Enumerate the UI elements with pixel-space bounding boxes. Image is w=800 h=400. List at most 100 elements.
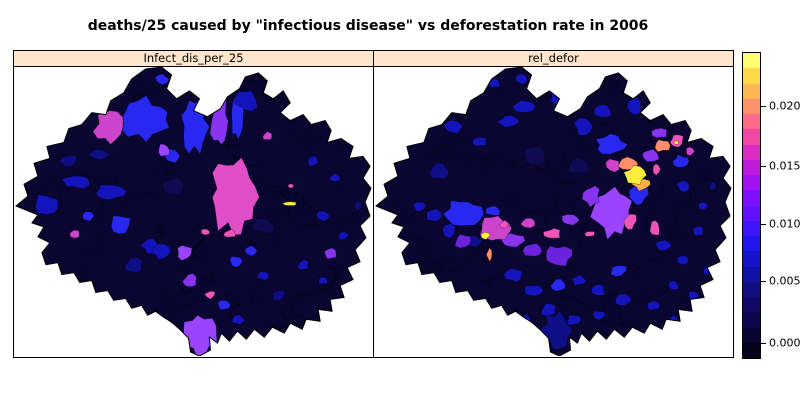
map-region — [480, 231, 491, 240]
municipality-border-line — [71, 168, 159, 203]
color-key-block — [743, 83, 760, 99]
map-region — [177, 245, 193, 261]
municipality-border-line — [202, 267, 215, 286]
color-key-block — [743, 311, 760, 328]
municipality-border-line — [306, 138, 324, 170]
municipality-border-line — [572, 132, 590, 152]
municipality-border-line — [599, 292, 615, 317]
map-region — [503, 268, 523, 283]
municipality-border-line — [396, 229, 422, 241]
map-region — [58, 155, 78, 167]
color-key-block — [743, 281, 760, 297]
map-region — [122, 95, 170, 143]
map-region — [152, 243, 172, 260]
map-region — [35, 194, 59, 215]
municipality-border-line — [100, 178, 131, 223]
municipality-border-line — [15, 67, 23, 79]
municipality-border-line — [402, 205, 442, 220]
color-key-block — [743, 159, 760, 175]
map-region — [584, 231, 595, 237]
map-region — [589, 186, 633, 241]
municipality-border-line — [554, 82, 585, 106]
municipality-border-line — [461, 155, 483, 166]
map-region — [442, 200, 485, 226]
municipality-border-line — [63, 90, 105, 106]
map-region — [677, 255, 689, 265]
color-key-tick — [761, 165, 766, 167]
map-region — [353, 201, 362, 212]
municipality-border-line — [141, 334, 173, 352]
map-region — [623, 165, 647, 185]
color-key-tick — [761, 281, 766, 283]
choropleth-map-infect-dis — [15, 67, 372, 356]
color-key-tick-label: 0.015 — [769, 159, 800, 173]
map-region — [543, 228, 561, 239]
color-key-tick — [761, 343, 766, 345]
map-region — [442, 223, 456, 239]
map-region — [666, 112, 684, 122]
map-region — [520, 217, 536, 229]
strip-label-rel-defor: rel_defor — [373, 50, 734, 67]
map-region — [269, 75, 282, 87]
map-region — [709, 181, 717, 190]
municipality-border-line — [400, 316, 417, 333]
municipality-border-line — [532, 190, 573, 220]
municipality-border-line — [618, 261, 645, 279]
map-region — [232, 314, 246, 325]
municipality-border-line — [304, 99, 337, 118]
color-key-tick-label: 0.010 — [769, 217, 800, 231]
map-region — [158, 143, 170, 157]
color-key-block — [743, 67, 760, 84]
map-region — [676, 180, 690, 193]
map-region — [595, 133, 628, 155]
map-region — [88, 149, 110, 161]
map-region — [428, 162, 449, 180]
map-region — [324, 247, 337, 260]
map-region — [668, 280, 679, 291]
color-key-block — [743, 174, 760, 191]
municipality-border-line — [425, 149, 440, 167]
municipality-border-line — [480, 152, 500, 177]
color-key-block — [743, 296, 760, 313]
map-region — [69, 229, 80, 239]
map-region — [92, 110, 124, 145]
map-region — [522, 243, 543, 257]
color-key-block — [743, 128, 760, 145]
color-key-block — [743, 98, 760, 114]
map-region — [610, 265, 627, 277]
municipality-border-line — [79, 231, 105, 259]
color-key-block — [743, 342, 760, 358]
strip-label-infect-dis: Infect_dis_per_25 — [13, 50, 374, 67]
map-region — [571, 274, 587, 287]
municipality-border-line — [428, 313, 445, 328]
map-region — [318, 276, 328, 285]
map-region — [60, 175, 90, 190]
municipality-border-line — [427, 89, 465, 116]
municipality-border-line — [436, 139, 465, 159]
municipality-border-line — [280, 303, 309, 334]
municipality-border-line — [246, 280, 254, 302]
color-key-block — [743, 205, 760, 221]
map-region — [203, 291, 216, 300]
map-region — [307, 155, 319, 167]
municipality-border-line — [262, 308, 299, 333]
map-region — [256, 271, 269, 281]
color-key-tick-label: 0.005 — [769, 274, 800, 288]
map-region — [234, 90, 258, 112]
municipality-border-line — [228, 340, 241, 356]
municipality-border-line — [644, 199, 663, 224]
municipality-border-line — [666, 80, 694, 110]
map-region — [443, 119, 464, 134]
map-region — [200, 228, 211, 236]
map-region — [623, 213, 637, 230]
map-region — [512, 100, 536, 113]
map-region — [605, 158, 620, 173]
municipality-border-line — [468, 325, 495, 342]
map-region — [296, 259, 310, 270]
map-region — [642, 148, 660, 162]
map-region — [686, 146, 695, 156]
map-region — [550, 90, 569, 105]
map-region — [498, 219, 509, 229]
municipality-border-line — [666, 200, 685, 239]
municipality-border-line — [285, 188, 311, 207]
